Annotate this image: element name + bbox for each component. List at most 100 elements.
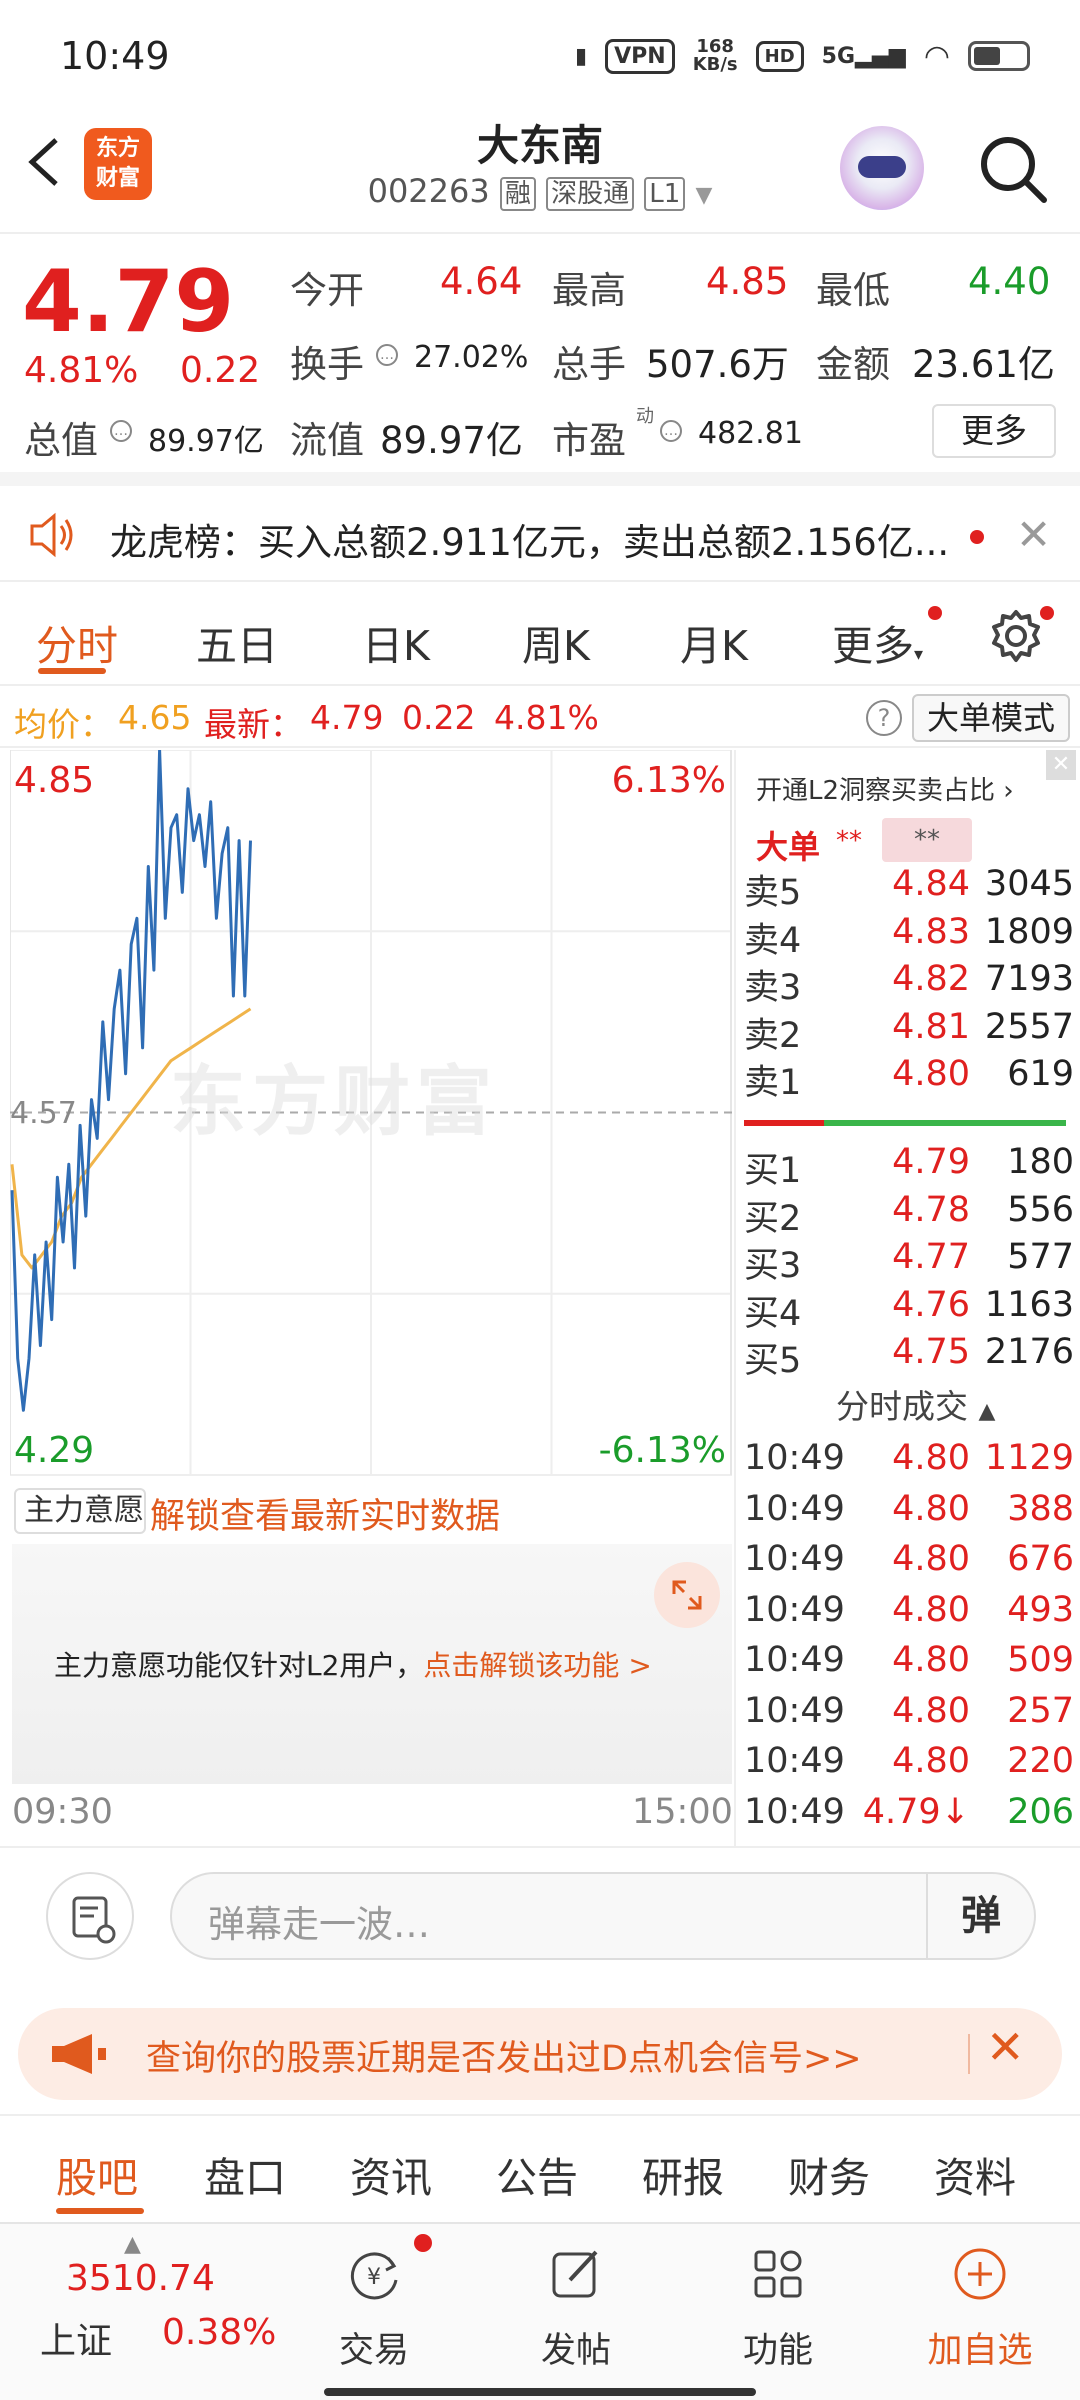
danmaku-input[interactable]: 弹幕走一波… 弹: [170, 1872, 1036, 1960]
bid-label: 买5: [744, 1341, 802, 1381]
float-cap-label: 流值: [290, 419, 364, 462]
index-ticker[interactable]: ▲ 3510.74 上证 0.38%: [0, 2224, 290, 2394]
ask-row[interactable]: 卖3 4.82 7193: [744, 959, 1074, 1008]
ai-assistant-avatar[interactable]: [840, 126, 924, 210]
active-tab-indicator: [56, 2208, 144, 2214]
l2-upsell-link[interactable]: 开通L2洞察买卖占比 ›: [756, 776, 1014, 806]
trade-price: 4.80: [892, 1589, 970, 1630]
ask-label: 卖5: [744, 873, 802, 913]
info-icon[interactable]: …: [376, 344, 398, 366]
back-button[interactable]: [20, 132, 80, 202]
unread-dot: [1040, 606, 1054, 620]
dropdown-arrow-icon[interactable]: ▼: [695, 183, 713, 208]
bid-row[interactable]: 买4 4.76 1163: [744, 1284, 1074, 1334]
ask-row[interactable]: 卖5 4.84 3045: [744, 864, 1074, 913]
close-icon[interactable]: ✕: [1016, 510, 1052, 559]
vpn-badge: VPN: [605, 38, 675, 74]
index-change: 0.38%: [162, 2312, 277, 2353]
ask-label: 卖3: [744, 968, 802, 1008]
unlock-realtime-link[interactable]: 解锁查看最新实时数据: [150, 1497, 501, 1537]
trade-volume: 676: [1007, 1539, 1074, 1579]
big-order-mode-button[interactable]: 大单模式: [912, 694, 1070, 742]
tab-announcements[interactable]: 公告: [496, 2154, 578, 2202]
main-force-select[interactable]: 主力意愿 ▼: [14, 1488, 146, 1567]
home-indicator[interactable]: [324, 2388, 756, 2396]
trade-price: 4.80: [892, 1539, 970, 1579]
close-icon[interactable]: ✕: [986, 2020, 1025, 2074]
danmaku-send-button[interactable]: 弹: [926, 1874, 1034, 1958]
notice-bar[interactable]: 龙虎榜：买入总额2.911亿元，卖出总额2.156亿... ✕: [0, 472, 1080, 582]
amount-value: 23.61亿: [912, 343, 1055, 386]
help-icon[interactable]: ?: [866, 700, 902, 736]
tab-research[interactable]: 研报: [642, 2154, 724, 2202]
unlock-feature-link[interactable]: 点击解锁该功能 >: [423, 1649, 652, 1682]
tab-financials[interactable]: 财务: [788, 2154, 870, 2202]
tab-weekly-k[interactable]: 周K: [522, 622, 590, 670]
ask-row[interactable]: 卖4 4.83 1809: [744, 912, 1074, 961]
bid-row[interactable]: 买5 4.75 2176: [744, 1332, 1074, 1381]
nav-functions[interactable]: 功能: [698, 2244, 858, 2373]
nav-add-watchlist[interactable]: 加自选: [900, 2244, 1060, 2373]
edit-icon: [552, 2250, 598, 2298]
tab-forum[interactable]: 股吧: [56, 2154, 138, 2202]
expand-button[interactable]: [654, 1562, 720, 1628]
tab-five-day[interactable]: 五日: [196, 622, 278, 670]
svg-text:¥: ¥: [367, 2265, 381, 2290]
tab-news[interactable]: 资讯: [350, 2154, 432, 2202]
tab-daily-k[interactable]: 日K: [362, 622, 430, 670]
close-icon[interactable]: ✕: [1046, 750, 1076, 780]
tab-profile[interactable]: 资料: [934, 2154, 1016, 2202]
info-icon[interactable]: …: [660, 420, 682, 442]
nav-trade[interactable]: ¥ 交易: [294, 2244, 454, 2373]
ask-row[interactable]: 卖2 4.81 2557: [744, 1007, 1074, 1056]
promo-banner[interactable]: 查询你的股票近期是否发出过D点机会信号>> ✕: [18, 2008, 1062, 2100]
ask-row[interactable]: 卖1 4.80 619: [744, 1054, 1074, 1103]
triangle-up-icon: ▲: [978, 1399, 996, 1424]
tab-order-book[interactable]: 盘口: [204, 2154, 286, 2202]
bid-price: 4.78: [892, 1189, 970, 1230]
bid-row[interactable]: 买1 4.79 180: [744, 1142, 1074, 1191]
volume-label: 总手: [552, 343, 626, 386]
divider: [968, 2034, 970, 2074]
bid-volume: 1163: [984, 1284, 1074, 1325]
intraday-chart-svg: [10, 750, 732, 1476]
trade-volume: 493: [1007, 1589, 1074, 1630]
more-quote-button[interactable]: 更多: [932, 404, 1056, 458]
bid-row[interactable]: 买3 4.77 577: [744, 1237, 1074, 1286]
margin-tag: 融: [499, 177, 536, 211]
ask-price: 4.82: [892, 959, 970, 999]
trades-title[interactable]: 分时成交 ▲: [836, 1387, 996, 1426]
trade-price: 4.80: [892, 1438, 970, 1478]
trade-price: 4.80: [892, 1741, 970, 1781]
avg-price-value: 4.65: [118, 698, 192, 737]
open-label: 今开: [290, 269, 364, 312]
trade-time: 10:49: [744, 1488, 845, 1529]
bid-price: 4.77: [892, 1237, 970, 1277]
trade-row: 10:49 4.80 257: [744, 1691, 1074, 1741]
gear-icon[interactable]: [988, 608, 1044, 664]
add-circle-icon: [954, 2248, 1006, 2300]
tab-monthly-k[interactable]: 月K: [680, 622, 748, 670]
intraday-chart[interactable]: 东方财富 4.85 6.13% 4.57 4.29 -6.13%: [10, 750, 732, 1480]
battery-icon: [968, 41, 1030, 71]
tab-more[interactable]: 更多▾: [832, 622, 924, 670]
trade-price: 4.79↓: [862, 1791, 970, 1832]
trade-time: 10:49: [744, 1539, 845, 1579]
app-logo[interactable]: 东方 财富: [84, 128, 152, 200]
bid-row[interactable]: 买2 4.78 556: [744, 1189, 1074, 1239]
danmaku-bar: 弹幕走一波… 弹: [0, 1846, 1080, 1986]
trade-time: 10:49: [744, 1438, 845, 1478]
search-button[interactable]: [974, 130, 1054, 210]
volume-value: 507.6万: [646, 343, 789, 386]
danmaku-list-button[interactable]: [46, 1872, 134, 1960]
info-icon[interactable]: …: [110, 420, 132, 442]
pe-value: 482.81: [698, 416, 803, 451]
bid-price: 4.75: [892, 1332, 970, 1372]
trade-row: 10:49 4.80 509: [744, 1640, 1074, 1690]
high-label: 最高: [552, 269, 626, 312]
nav-post[interactable]: 发帖: [496, 2244, 656, 2373]
tab-intraday[interactable]: 分时: [36, 622, 118, 670]
trade-volume: 220: [1007, 1741, 1074, 1781]
price-info-row: 均价： 4.65 最新： 4.79 0.22 4.81% ? 大单模式: [0, 688, 1080, 748]
y-axis-min-label: 4.29: [14, 1430, 95, 1471]
